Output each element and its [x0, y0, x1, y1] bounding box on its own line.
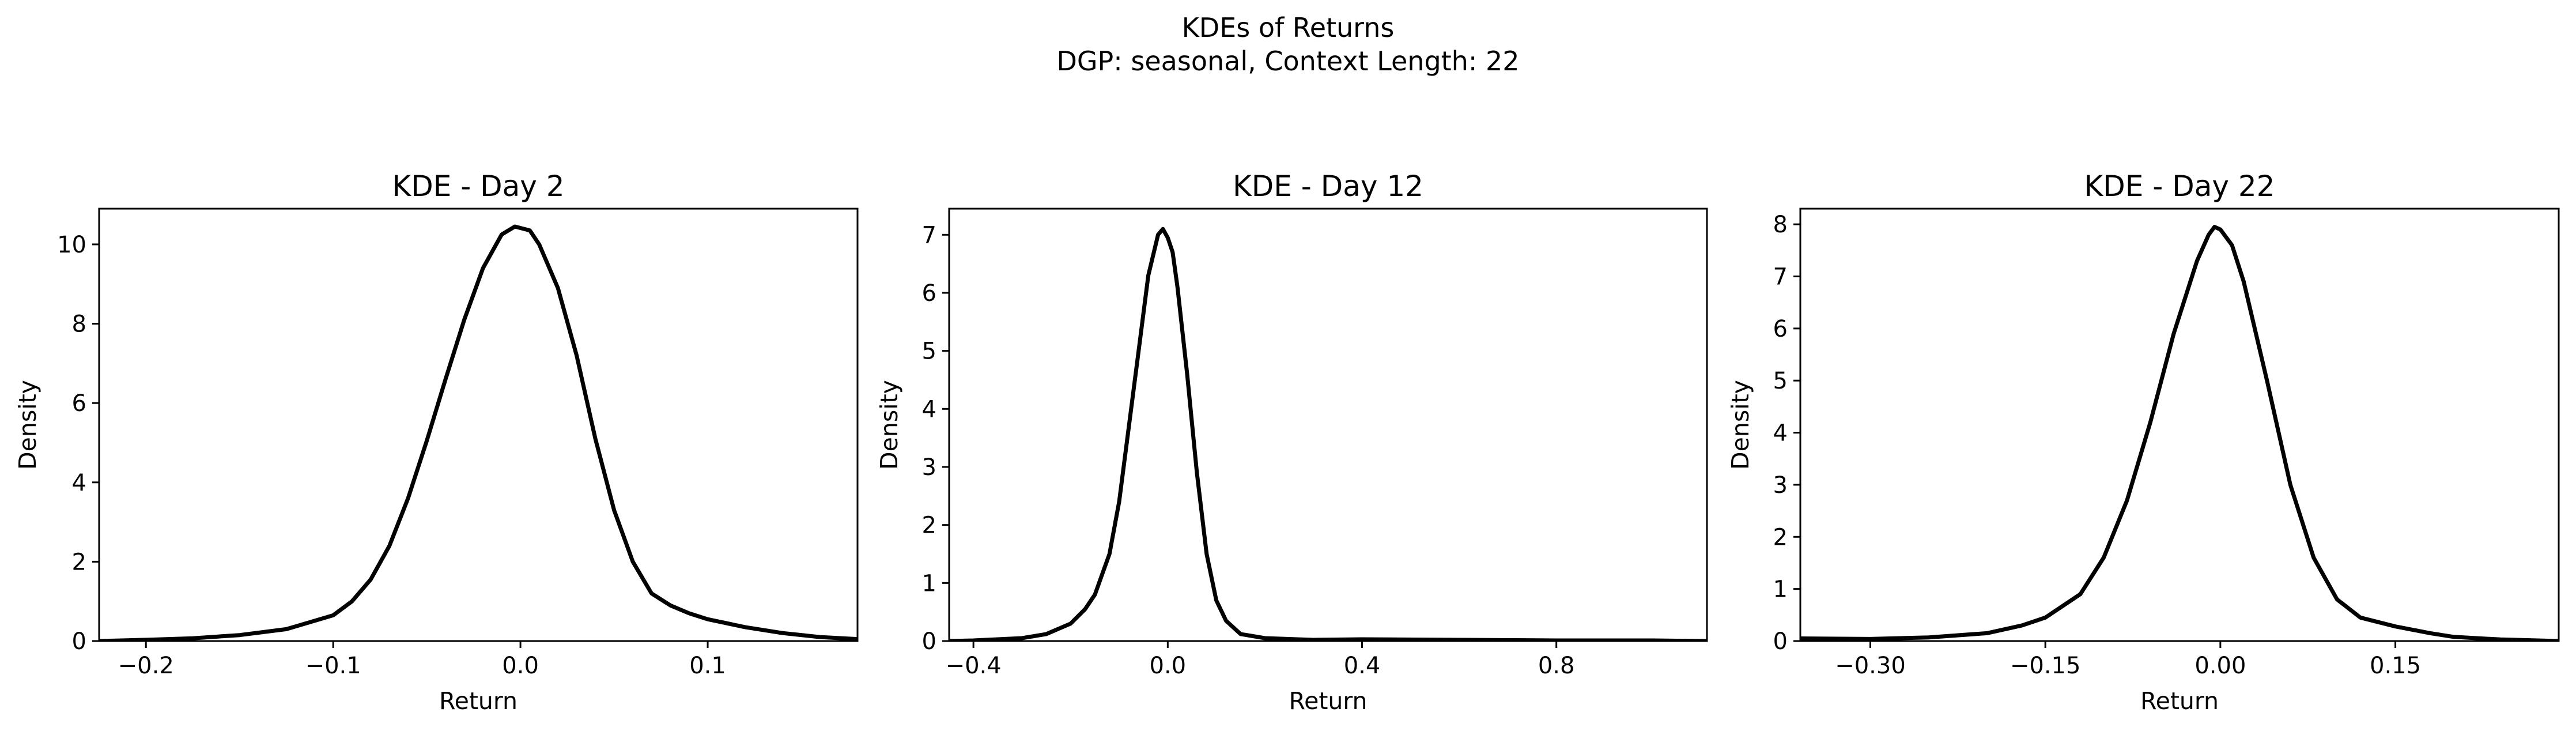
kde-panel-day-2: KDE - Day 2 −0.2 −0.1 0.0 0.1 0 2 4 6 8 10 Return De…	[14, 169, 858, 715]
x-tick-label: 0.15	[2370, 653, 2421, 679]
axes-frame	[99, 209, 858, 641]
y-tick-label: 1	[1773, 576, 1788, 603]
x-axis-label: Return	[1289, 687, 1367, 715]
x-tick-label: 0.8	[1538, 653, 1575, 679]
x-tick-label: −0.4	[946, 653, 1002, 679]
y-tick-label: 2	[72, 549, 86, 575]
x-tick-label: 0.4	[1344, 653, 1381, 679]
panel-title: KDE - Day 2	[392, 169, 564, 203]
y-axis-label: Density	[1727, 380, 1754, 470]
y-tick-label: 6	[922, 280, 936, 307]
axes-frame	[1800, 209, 2559, 641]
y-tick-label: 7	[1773, 263, 1788, 290]
panel-title: KDE - Day 12	[1233, 169, 1423, 203]
x-axis-label: Return	[439, 687, 518, 715]
y-tick-label: 4	[72, 470, 86, 496]
y-tick-label: 0	[922, 628, 936, 655]
y-tick-label: 3	[922, 454, 936, 481]
x-tick-label: −0.1	[305, 653, 361, 679]
y-tick-label: 1	[922, 570, 936, 597]
figure-title-line2: DGP: seasonal, Context Length: 22	[1056, 46, 1519, 77]
y-tick-label: 6	[72, 390, 86, 417]
axes-frame	[949, 209, 1707, 641]
y-tick-label: 8	[1773, 212, 1788, 238]
y-tick-label: 6	[1773, 316, 1788, 342]
kde-panel-day-12: KDE - Day 12 −0.4 0.0 0.4 0.8 0 1 2 3 4 5 6 7 Return D…	[875, 169, 1707, 715]
y-tick-label: 4	[1773, 420, 1788, 447]
y-tick-label: 3	[1773, 472, 1788, 499]
y-axis-label: Density	[875, 380, 903, 470]
y-tick-label: 10	[57, 232, 86, 258]
y-tick-label: 2	[1773, 524, 1788, 551]
kde-curve	[949, 229, 1707, 641]
figure-title-line1: KDEs of Returns	[1182, 12, 1395, 43]
kde-curve	[99, 227, 858, 641]
y-tick-label: 7	[922, 222, 936, 248]
y-axis-label: Density	[14, 380, 41, 470]
x-tick-label: 0.1	[689, 653, 726, 679]
kde-curve	[1800, 227, 2559, 641]
y-tick-label: 0	[72, 628, 86, 655]
x-tick-label: 0.0	[1150, 653, 1187, 679]
panel-title: KDE - Day 22	[2084, 169, 2275, 203]
x-tick-label: 0.0	[502, 653, 539, 679]
y-tick-label: 5	[922, 338, 936, 365]
y-tick-label: 8	[72, 311, 86, 338]
x-tick-label: −0.15	[2010, 653, 2081, 679]
x-tick-label: −0.30	[1835, 653, 1906, 679]
y-tick-label: 5	[1773, 368, 1788, 394]
kde-panel-day-22: KDE - Day 22 −0.30 −0.15 0.00 0.15 0 1 2 3 4 5 6 7 8 R…	[1727, 169, 2559, 715]
x-tick-label: −0.2	[118, 653, 174, 679]
x-tick-label: 0.00	[2194, 653, 2246, 679]
y-tick-label: 0	[1773, 628, 1788, 655]
y-tick-label: 2	[922, 512, 936, 539]
x-axis-label: Return	[2140, 687, 2219, 715]
y-tick-label: 4	[922, 396, 936, 423]
